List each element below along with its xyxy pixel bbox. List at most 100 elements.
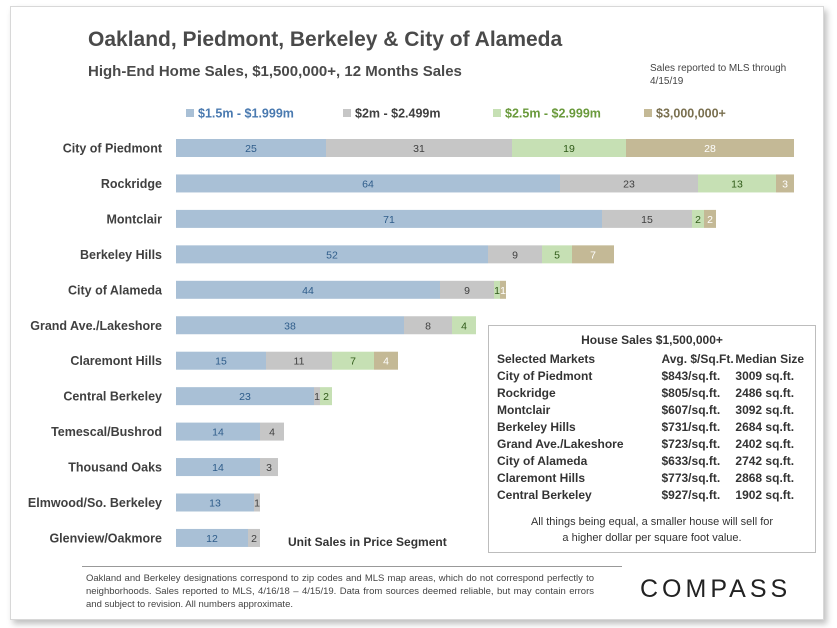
data-label: 9 (464, 285, 470, 297)
price-per-sqft: $805/sq.ft. (661, 385, 721, 400)
bar-segment (500, 280, 506, 299)
median-size: 2742 sq.ft. (735, 453, 795, 468)
data-label: 13 (209, 498, 221, 510)
category-label: Glenview/Oakmore (49, 531, 162, 545)
category-label: City of Piedmont (63, 142, 163, 156)
data-label: 12 (206, 533, 218, 545)
market-name: Montclair (497, 402, 551, 417)
data-label: 13 (731, 178, 743, 190)
bar-segment (176, 174, 560, 193)
bar-segment (488, 245, 542, 264)
bar-segment (332, 351, 374, 370)
table-row: City of Alameda $633/sq.ft. 2742 sq.ft. (497, 452, 815, 469)
legend-label: $1.5m - $1.999m (198, 107, 294, 121)
category-label: Claremont Hills (70, 354, 162, 368)
bar-segment (176, 528, 248, 547)
legend-swatch (493, 109, 501, 117)
median-size: 2868 sq.ft. (735, 470, 795, 485)
bar-segment (176, 280, 440, 299)
table-row: Grand Ave./Lakeshore $723/sq.ft. 2402 sq… (497, 435, 815, 452)
bar-segment (494, 280, 500, 299)
median-size: 1902 sq.ft. (735, 487, 795, 502)
price-per-sqft: $723/sq.ft. (661, 436, 721, 451)
table-row: Montclair $607/sq.ft. 3092 sq.ft. (497, 401, 815, 418)
table-row: Claremont Hills $773/sq.ft. 2868 sq.ft. (497, 469, 815, 486)
house-sales-table: Selected Markets Avg. $/Sq.Ft. Median Si… (497, 350, 815, 503)
bar-segment (176, 245, 488, 264)
data-label: 1 (314, 391, 320, 403)
bar-segment (176, 316, 404, 335)
data-label: 1 (254, 498, 260, 510)
bar-segment (320, 387, 332, 406)
data-label: 2 (323, 391, 329, 403)
table-row: Central Berkeley $927/sq.ft. 1902 sq.ft. (497, 486, 815, 503)
category-label: Central Berkeley (63, 390, 162, 404)
median-size: 2486 sq.ft. (735, 385, 795, 400)
bar-segment (374, 351, 398, 370)
data-label: 2 (695, 214, 701, 226)
market-name: City of Piedmont (497, 368, 593, 383)
data-label: 28 (704, 143, 716, 155)
data-label: 7 (350, 356, 356, 368)
column-header-markets: Selected Markets (497, 351, 596, 366)
median-size: 2684 sq.ft. (735, 419, 795, 434)
data-label: 52 (326, 249, 338, 261)
market-name: Rockridge (497, 385, 556, 400)
bar-segment (176, 387, 314, 406)
data-label: 31 (413, 143, 425, 155)
data-label: 9 (512, 249, 518, 261)
data-label: 23 (623, 178, 635, 190)
market-name: City of Alameda (497, 453, 588, 468)
table-header-row: Selected Markets Avg. $/Sq.Ft. Median Si… (497, 350, 815, 367)
bar-segment (698, 174, 776, 193)
bar-segment (440, 280, 494, 299)
market-name: Berkeley Hills (497, 419, 576, 434)
market-name: Grand Ave./Lakeshore (497, 436, 624, 451)
legend-swatch (644, 109, 652, 117)
category-label: Grand Ave./Lakeshore (30, 319, 162, 333)
data-label: 7 (590, 249, 596, 261)
bar-segment (692, 209, 704, 228)
price-per-sqft: $607/sq.ft. (661, 402, 721, 417)
legend-swatch (343, 109, 351, 117)
bar-segment (260, 422, 284, 441)
price-per-sqft: $927/sq.ft. (661, 487, 721, 502)
data-label: 4 (461, 320, 467, 332)
data-label: 5 (554, 249, 560, 261)
bar-segment (326, 139, 512, 157)
bar-segment (452, 316, 476, 335)
page-title: Oakland, Piedmont, Berkeley & City of Al… (88, 28, 563, 51)
bar-segment (776, 174, 794, 193)
legend-label: $2m - $2.499m (355, 107, 440, 121)
price-per-sqft: $773/sq.ft. (661, 470, 721, 485)
bar-segment (626, 139, 794, 157)
house-sales-table-box: House Sales $1,500,000+ Selected Markets… (488, 325, 816, 553)
table-row: City of Piedmont $843/sq.ft. 3009 sq.ft. (497, 367, 815, 384)
legend-swatch (186, 109, 194, 117)
bar-segment (512, 139, 626, 157)
bar-segment (602, 209, 692, 228)
house-sales-note: All things being equal, a smaller house … (489, 514, 815, 546)
median-size: 2402 sq.ft. (735, 436, 795, 451)
bar-segment (176, 351, 266, 370)
legend-label: $3,000,000+ (656, 107, 726, 121)
bar-segment (704, 209, 716, 228)
data-label: 14 (212, 427, 224, 439)
data-label: 64 (362, 178, 374, 190)
data-label: 3 (266, 462, 272, 474)
category-label: Temescal/Bushrod (51, 425, 162, 439)
category-label: Rockridge (101, 177, 162, 191)
data-label: 44 (302, 285, 314, 297)
data-label: 4 (269, 427, 275, 439)
median-size: 3092 sq.ft. (735, 402, 795, 417)
data-label: 4 (383, 356, 389, 368)
price-per-sqft: $843/sq.ft. (661, 368, 721, 383)
bar-segment (176, 422, 260, 441)
table-row: Rockridge $805/sq.ft. 2486 sq.ft. (497, 384, 815, 401)
data-label: 15 (641, 214, 653, 226)
data-label: 71 (383, 214, 395, 226)
market-name: Claremont Hills (497, 470, 586, 485)
data-label: 19 (563, 143, 575, 155)
bar-segment (560, 174, 698, 193)
